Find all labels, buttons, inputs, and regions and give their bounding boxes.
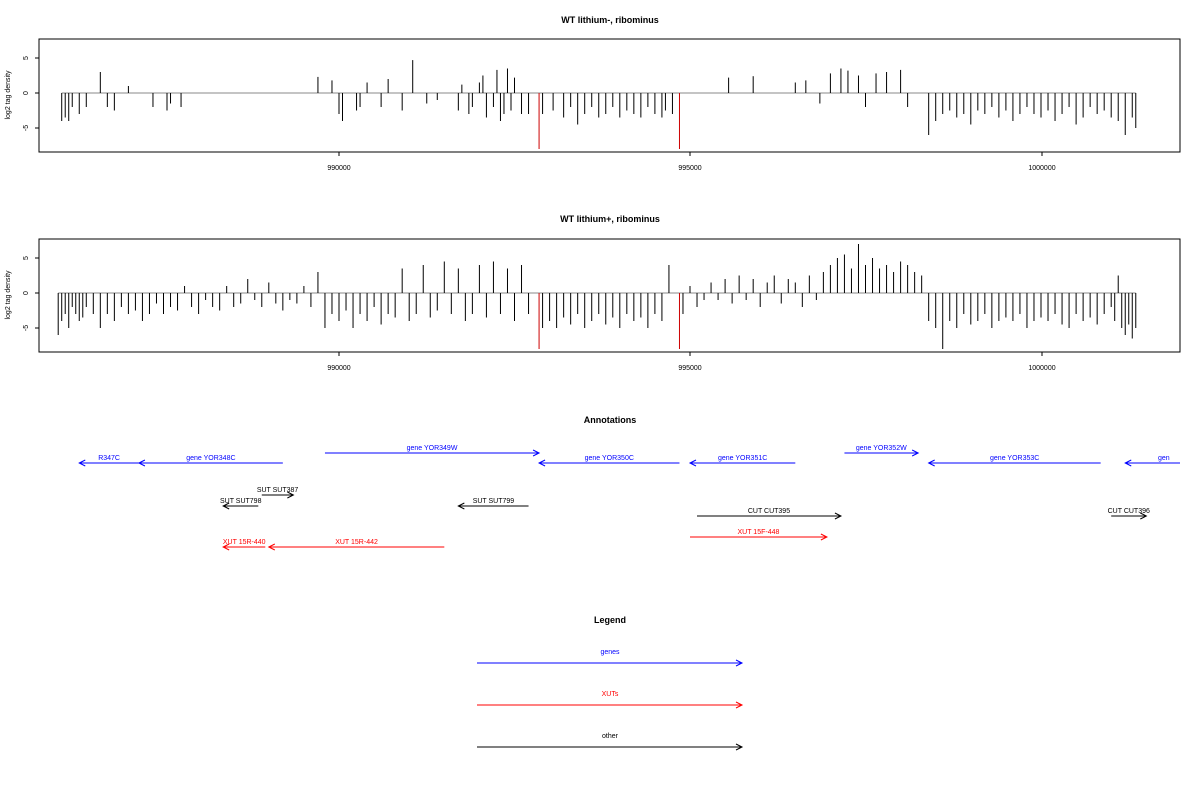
- annotation-label: R347C: [98, 455, 120, 462]
- arrowhead-right: [834, 512, 843, 520]
- annotation-other: CUT CUT396: [1108, 508, 1150, 520]
- annotation-label: SUT SUT387: [257, 487, 299, 494]
- annotation-gene: gene YOR348C: [137, 455, 283, 467]
- x-axis: 990000 995000 1000000: [327, 152, 1056, 172]
- panel-wt-lithium-plus: WT lithium+, ribominus log2 tag density …: [5, 214, 1181, 372]
- y-tick-label: 0: [23, 91, 30, 95]
- y-tick-label: -5: [23, 125, 30, 131]
- annotation-other: SUT SUT799: [457, 498, 529, 510]
- arrowhead-left: [927, 459, 935, 467]
- y-tick-label: -5: [23, 325, 30, 331]
- arrowhead-right: [735, 743, 744, 751]
- y-axis: -5 0 5: [23, 256, 39, 331]
- x-tick-label: 995000: [678, 365, 701, 372]
- annotation-label: gene YOR348C: [186, 455, 235, 462]
- legend-label: XUTs: [602, 691, 619, 698]
- arrowhead-left: [137, 459, 146, 467]
- x-tick-label: 1000000: [1028, 165, 1055, 172]
- annotation-gene: R347C: [78, 455, 139, 467]
- annotation-xut: XUT 15F-448: [690, 529, 829, 541]
- arrowhead-left: [688, 459, 697, 467]
- annotation-other: SUT SUT798: [220, 498, 262, 510]
- arrowhead-left: [537, 459, 546, 467]
- x-axis: 990000 995000 1000000: [327, 352, 1056, 372]
- annotation-label: SUT SUT798: [220, 498, 262, 505]
- arrowhead-left: [457, 502, 465, 510]
- y-axis-label: log2 tag density: [5, 70, 12, 120]
- annotation-gene: gene YOR350C: [537, 455, 680, 467]
- arrowhead-right: [287, 491, 295, 499]
- annotations-title: Annotations: [584, 415, 637, 425]
- annotation-label: CUT CUT396: [1108, 508, 1150, 515]
- legend-label: genes: [600, 649, 620, 656]
- arrowhead-left: [222, 543, 230, 551]
- annotation-features: R347C gene YOR348C gene YOR349W gene YOR350…: [78, 445, 1180, 551]
- arrowhead-right: [532, 449, 541, 457]
- annotation-other: SUT SUT387: [257, 487, 299, 499]
- annotation-label: XUT 15R-440: [223, 539, 266, 546]
- legend-entry-other: other: [477, 733, 744, 751]
- annotation-gene: gene YOR349W: [324, 445, 541, 457]
- annotation-label: gene YOR353C: [990, 455, 1039, 462]
- legend-title: Legend: [594, 615, 626, 625]
- annotation-label: SUT SUT799: [473, 498, 515, 505]
- y-tick-label: 0: [23, 291, 30, 295]
- arrowhead-left: [1124, 459, 1132, 467]
- annotation-gene: gene YOR351C: [688, 455, 796, 467]
- x-tick-label: 995000: [678, 165, 701, 172]
- arrowhead-right: [911, 449, 920, 457]
- annotation-gene: gene YOR352W: [844, 445, 920, 457]
- panel-wt-lithium-minus: WT lithium-, ribominus log2 tag density …: [5, 15, 1181, 172]
- arrowhead-right: [1140, 512, 1148, 520]
- annotation-label: XUT 15F-448: [737, 529, 779, 536]
- arrowhead-right: [820, 533, 829, 541]
- x-tick-label: 1000000: [1028, 365, 1055, 372]
- annotation-gene: gene YOR353C: [927, 455, 1101, 467]
- annotation-label: gene YOR351C: [718, 455, 767, 462]
- annotation-xut: XUT 15R-442: [267, 539, 445, 551]
- y-tick-label: 5: [23, 256, 30, 260]
- annotation-label: gene YOR350C: [585, 455, 634, 462]
- annotation-label: XUT 15R-442: [335, 539, 378, 546]
- legend-entry-xut: XUTs: [477, 691, 744, 709]
- arrowhead-left: [222, 502, 230, 510]
- y-axis-label: log2 tag density: [5, 270, 12, 320]
- plot-frame: [38, 38, 1181, 153]
- legend: Legend genes XUTs other: [477, 615, 744, 751]
- annotation-other: CUT CUT395: [697, 508, 843, 520]
- arrowhead-left: [267, 543, 276, 551]
- y-axis: -5 0 5: [23, 56, 39, 131]
- density-bars: [61, 60, 1137, 149]
- annotation-gene: gen: [1124, 455, 1180, 467]
- y-tick-label: 5: [23, 56, 30, 60]
- density-bars: [57, 244, 1137, 349]
- annotation-label: gen: [1158, 455, 1170, 462]
- annotation-label: gene YOR352W: [856, 445, 907, 452]
- arrowhead-left: [78, 459, 86, 467]
- panel-title: WT lithium-, ribominus: [561, 15, 659, 25]
- x-tick-label: 990000: [327, 365, 350, 372]
- annotation-xut: XUT 15R-440: [222, 539, 266, 551]
- legend-entry-gene: genes: [477, 649, 744, 667]
- panel-title: WT lithium+, ribominus: [560, 214, 660, 224]
- arrowhead-right: [735, 701, 744, 709]
- arrowhead-right: [735, 659, 744, 667]
- annotations-track: Annotations R347C gene YOR348C gene YOR349…: [78, 415, 1180, 551]
- plot-frame: [38, 238, 1181, 353]
- x-tick-label: 990000: [327, 165, 350, 172]
- legend-entries: genes XUTs other: [477, 649, 744, 751]
- legend-label: other: [602, 733, 619, 740]
- annotation-label: CUT CUT395: [748, 508, 790, 515]
- annotation-label: gene YOR349W: [407, 445, 458, 452]
